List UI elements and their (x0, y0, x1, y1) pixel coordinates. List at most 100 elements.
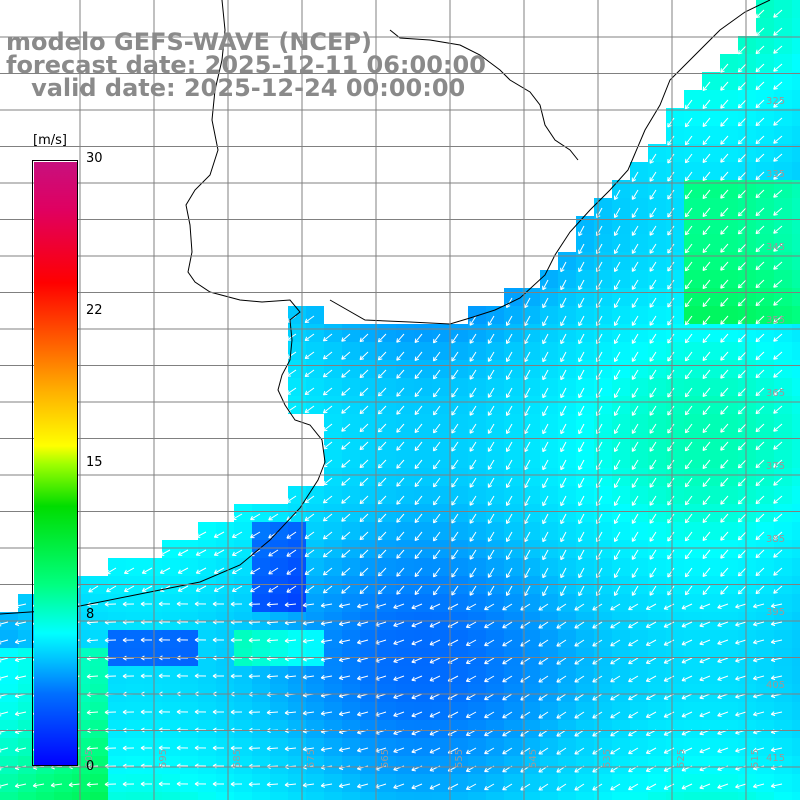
field-cell (684, 486, 702, 504)
wind-arrow (524, 333, 531, 345)
wind-arrow (578, 243, 585, 255)
field-cell (414, 378, 432, 396)
field-cell (216, 738, 234, 756)
field-cell (126, 630, 144, 648)
field-cell (396, 594, 414, 612)
field-cell (504, 522, 522, 540)
field-cell (522, 450, 540, 468)
field-cell (540, 792, 558, 800)
field-cell (450, 342, 468, 360)
field-cell (0, 720, 18, 738)
wind-arrow (140, 781, 153, 787)
wind-arrow (469, 549, 477, 560)
wind-arrow (702, 153, 711, 164)
wind-arrow (717, 747, 729, 754)
wind-arrow (773, 477, 783, 486)
lon-label: 575 (306, 749, 317, 768)
wind-arrow (377, 585, 387, 595)
field-cell (702, 738, 720, 756)
wind-arrow (773, 27, 783, 36)
wind-arrow (158, 745, 171, 751)
wind-arrow (770, 783, 783, 789)
wind-arrow (250, 513, 261, 521)
wind-arrow (377, 369, 387, 379)
field-cell (612, 486, 630, 504)
field-cell (522, 378, 540, 396)
field-cell (414, 594, 432, 612)
field-cell (414, 432, 432, 450)
wind-arrow (684, 99, 693, 110)
wind-arrow (773, 225, 783, 234)
field-cell (360, 630, 378, 648)
field-cell (324, 684, 342, 702)
wind-arrow (578, 351, 585, 363)
wind-arrow (505, 351, 513, 363)
wind-arrow (14, 603, 27, 609)
field-cell (522, 324, 540, 342)
wind-arrow (505, 405, 513, 417)
wind-arrow (737, 513, 747, 523)
field-cell (216, 756, 234, 774)
field-cell (18, 702, 36, 720)
wind-arrow (574, 783, 585, 791)
wind-arrow (773, 387, 783, 396)
wind-arrow (230, 709, 243, 715)
wind-arrow (684, 405, 693, 416)
field-cell (162, 720, 180, 738)
field-cell (702, 558, 720, 576)
field-cell (648, 306, 666, 324)
wind-arrow (212, 781, 225, 787)
field-cell (702, 252, 720, 270)
wind-arrow (684, 207, 693, 218)
field-cell (630, 630, 648, 648)
field-cell (738, 594, 756, 612)
field-cell (594, 774, 612, 792)
field-cell (288, 522, 306, 540)
field-cell (468, 702, 486, 720)
wind-arrow (469, 531, 477, 542)
wind-arrow (649, 351, 657, 362)
wind-arrow (341, 513, 351, 522)
wind-arrow (592, 603, 603, 611)
wind-arrow (667, 459, 675, 470)
field-cell (378, 666, 396, 684)
wind-arrow (737, 243, 747, 253)
field-cell (648, 360, 666, 378)
field-cell (342, 720, 360, 738)
field-cell (774, 216, 792, 234)
field-cell (648, 198, 666, 216)
field-cell (594, 684, 612, 702)
wind-arrow (524, 477, 531, 489)
field-cell (432, 396, 450, 414)
wind-arrow (649, 207, 657, 218)
wind-arrow (487, 369, 495, 380)
field-cell (126, 558, 144, 576)
wind-arrow (702, 117, 711, 128)
wind-arrow (610, 603, 621, 611)
wind-arrow (524, 351, 531, 363)
wind-arrow (320, 746, 333, 752)
wind-arrow (645, 603, 657, 610)
wind-arrow (86, 638, 99, 644)
wind-arrow (177, 585, 189, 592)
wind-arrow (773, 135, 783, 144)
wind-arrow (702, 585, 711, 596)
wind-arrow (770, 711, 783, 717)
field-cell (162, 792, 180, 800)
field-cell (486, 522, 504, 540)
wind-arrow (560, 351, 567, 363)
field-cell (450, 666, 468, 684)
wind-arrow (699, 783, 711, 790)
field-cell (738, 792, 756, 800)
field-cell (792, 378, 800, 396)
field-cell (540, 468, 558, 486)
field-cell (54, 792, 72, 800)
wind-arrow (560, 279, 567, 291)
wind-arrow (667, 135, 675, 146)
wind-arrow (755, 243, 765, 253)
field-cell (342, 396, 360, 414)
wind-arrow (631, 261, 639, 272)
wind-arrow (773, 81, 783, 90)
field-cell (666, 324, 684, 342)
wind-arrow (14, 657, 27, 663)
